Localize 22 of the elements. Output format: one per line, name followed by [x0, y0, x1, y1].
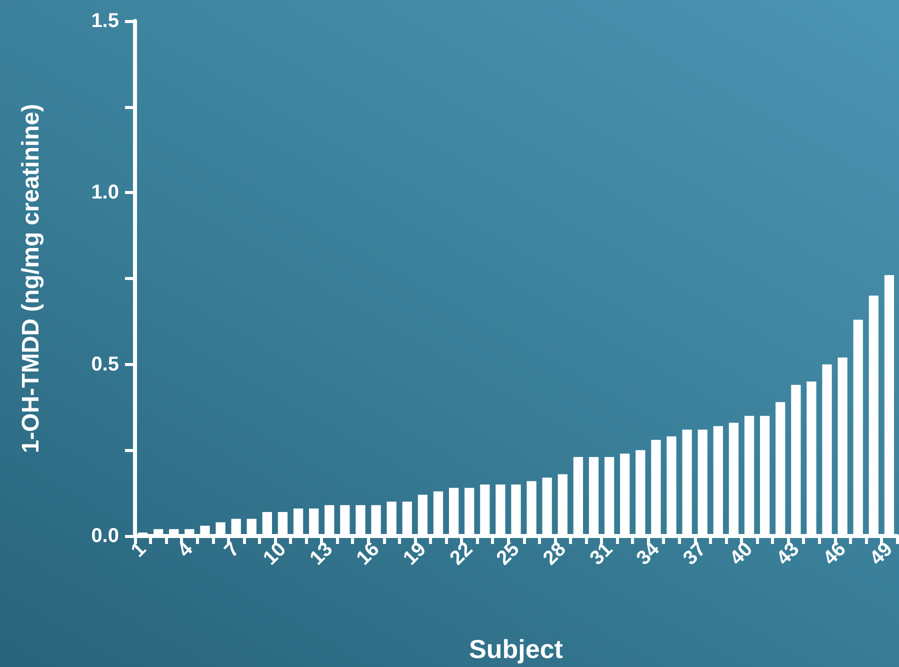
x-tick-label: 43 — [772, 538, 804, 570]
x-tick-label: 4 — [174, 538, 198, 562]
x-tick-label: 40 — [726, 538, 758, 570]
y-tick-label: 1.0 — [91, 182, 119, 204]
x-tick-label: 19 — [399, 538, 430, 570]
x-tick-label: 22 — [446, 538, 478, 570]
x-tick-label: 25 — [492, 538, 524, 570]
x-tick-label: 16 — [352, 538, 384, 570]
x-tick-label: 34 — [632, 538, 664, 570]
x-tick-label: 13 — [306, 538, 338, 570]
x-tick-label: 10 — [259, 538, 291, 570]
y-tick-label: 0.0 — [91, 525, 119, 547]
y-tick-label: 0.5 — [91, 353, 119, 376]
x-tick-label: 1 — [127, 538, 151, 562]
x-axis-title: Subject — [469, 634, 564, 664]
x-tick-label: 37 — [679, 538, 710, 570]
x-tick-label: 28 — [539, 538, 570, 570]
x-tick-label: 49 — [866, 538, 898, 570]
x-tick-label: 31 — [586, 538, 618, 570]
x-tick-label: 46 — [819, 538, 850, 570]
y-axis-title: 1-OH-TMDD (ng/mg creatinine) — [18, 104, 44, 454]
y-tick-label: 1.5 — [91, 10, 119, 32]
